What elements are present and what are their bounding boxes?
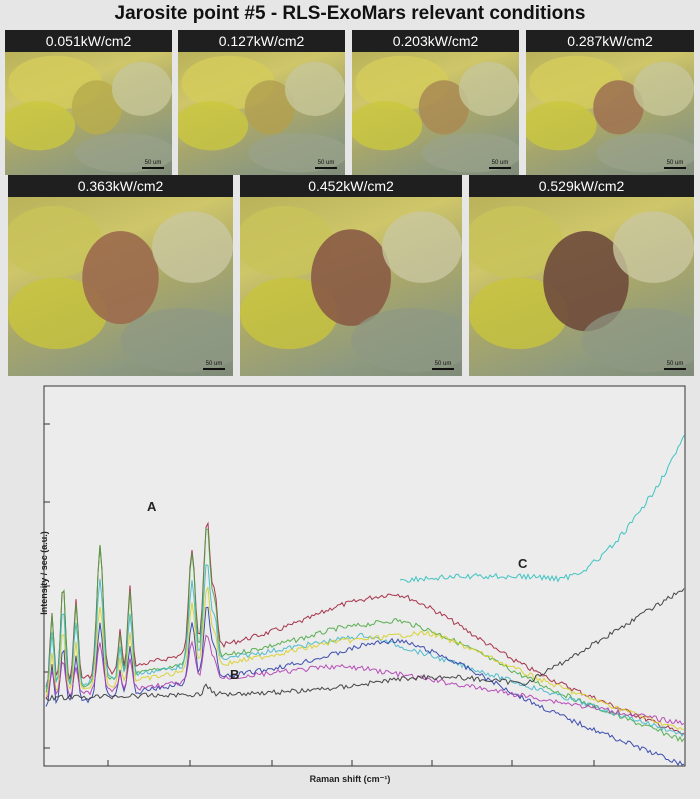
scale-bar-label: 50 um	[666, 361, 684, 367]
scale-bar: 50 um	[489, 160, 511, 169]
scale-bar: 50 um	[432, 361, 454, 370]
raman-chart: A B C Intensity / sec (a.u.) Raman shift (…	[0, 378, 700, 794]
spectrum-line	[399, 435, 685, 583]
spectrum-line	[45, 521, 685, 735]
scale-bar-label: 50 um	[317, 160, 335, 166]
micrograph-panel: 0.452kW/cm2 50 um	[240, 175, 462, 376]
micrograph-panel: 0.203kW/cm2 50 um	[352, 30, 519, 175]
annotation-label: C	[518, 556, 528, 571]
scale-bar-label: 50 um	[144, 160, 162, 166]
micrograph-image: 50 um	[469, 197, 694, 376]
power-label: 0.051kW/cm2	[5, 30, 172, 52]
y-axis-label: Intensity / sec (a.u.)	[39, 531, 49, 615]
micrograph-panel: 0.529kW/cm2 50 um	[469, 175, 694, 376]
spectrum-line	[45, 586, 685, 730]
scale-bar: 50 um	[664, 361, 686, 370]
spectrum-line	[45, 563, 685, 737]
scale-bar: 50 um	[203, 361, 225, 370]
micrograph-image: 50 um	[5, 52, 172, 175]
power-label: 0.529kW/cm2	[469, 175, 694, 197]
power-label: 0.127kW/cm2	[178, 30, 345, 52]
micrograph-image: 50 um	[352, 52, 519, 175]
x-axis-label: Raman shift (cm⁻¹)	[309, 774, 391, 784]
annotation-label: B	[230, 667, 239, 682]
figure-title: Jarosite point #5 - RLS-ExoMars relevant…	[114, 3, 586, 24]
micrograph-panel: 0.287kW/cm2 50 um	[526, 30, 694, 175]
annotation-label: A	[147, 499, 157, 514]
scale-bar-label: 50 um	[434, 361, 452, 367]
micrograph-image: 50 um	[526, 52, 694, 175]
power-label: 0.363kW/cm2	[8, 175, 233, 197]
micrograph-image: 50 um	[178, 52, 345, 175]
power-label: 0.203kW/cm2	[352, 30, 519, 52]
plot-frame	[43, 385, 686, 767]
scale-bar-label: 50 um	[491, 160, 509, 166]
spectrum-line	[45, 606, 685, 766]
micrograph-panel: 0.051kW/cm2 50 um	[5, 30, 172, 175]
power-label: 0.287kW/cm2	[526, 30, 694, 52]
scale-bar: 50 um	[664, 160, 686, 169]
micrograph-panel: 0.127kW/cm2 50 um	[178, 30, 345, 175]
micrograph-image: 50 um	[240, 197, 462, 376]
micrograph-image: 50 um	[8, 197, 233, 376]
spectra-plot: A B C	[43, 385, 686, 767]
micrograph-panel: 0.363kW/cm2 50 um	[8, 175, 233, 376]
spectrum-line	[45, 634, 685, 726]
scale-bar-label: 50 um	[205, 361, 223, 367]
power-label: 0.452kW/cm2	[240, 175, 462, 197]
scale-bar-label: 50 um	[666, 160, 684, 166]
scale-bar: 50 um	[315, 160, 337, 169]
scale-bar: 50 um	[142, 160, 164, 169]
spectrum-line	[45, 588, 685, 701]
